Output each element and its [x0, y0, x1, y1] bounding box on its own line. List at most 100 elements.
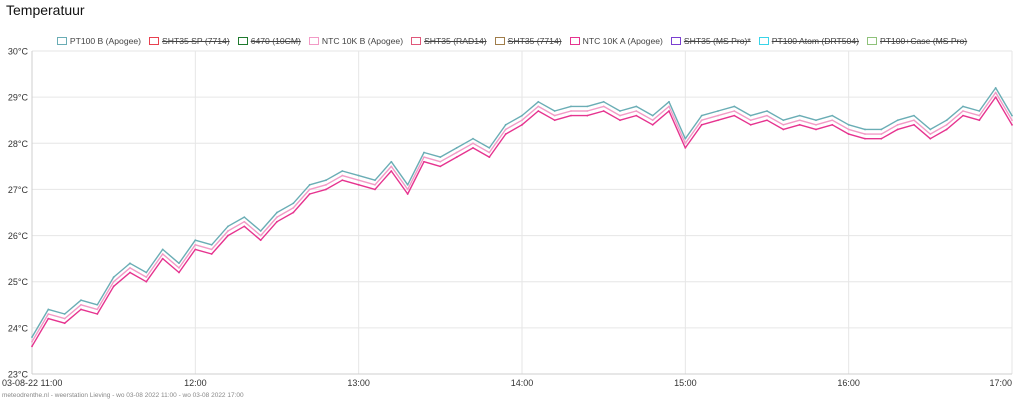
data-point-pt100-b-apogee [684, 137, 687, 140]
data-point-pt100-b-apogee [635, 105, 638, 108]
data-point-ntc-10k-a-apogee [227, 234, 229, 237]
legend-swatch [670, 37, 681, 45]
legend-item[interactable]: PT100 Atom (DRT504) [758, 36, 859, 46]
data-point-ntc-10k-b-apogee [243, 220, 246, 223]
data-point-ntc-10k-a-apogee [651, 123, 654, 126]
legend-item[interactable]: SHT35 (RAD14) [411, 36, 487, 46]
data-point-ntc-10k-b-apogee [553, 114, 556, 117]
data-point-pt100-b-apogee [733, 105, 736, 108]
data-point-pt100-b-apogee [717, 110, 719, 112]
legend-item[interactable]: NTC 10K A (Apogee) [569, 36, 663, 46]
legend-item[interactable]: SHT35 SP (7714) [149, 36, 230, 46]
data-point-pt100-b-apogee [831, 114, 834, 117]
legend-item[interactable]: SHT35 (MS Pro)* [670, 36, 751, 46]
data-point-ntc-10k-b-apogee [521, 119, 523, 122]
data-point-pt100-b-apogee [651, 114, 654, 117]
legend-swatch [237, 37, 248, 45]
legend-item[interactable]: PT100 B (Apogee) [56, 36, 141, 46]
legend-item[interactable]: SHT35 (7714) [494, 36, 562, 46]
legend-swatch [569, 37, 580, 45]
data-point-pt100-b-apogee [488, 147, 491, 149]
legend-label: NTC 10K A (Apogee) [582, 36, 663, 46]
data-point-ntc-10k-a-apogee [635, 114, 638, 117]
data-point-ntc-10k-a-apogee [194, 248, 197, 251]
x-tick-label: 13:00 [347, 378, 370, 388]
data-point-pt100-b-apogee [504, 123, 507, 126]
data-point-pt100-b-apogee [178, 262, 180, 265]
data-point-ntc-10k-b-apogee [994, 91, 997, 94]
data-point-ntc-10k-b-apogee [700, 119, 703, 122]
legend-item[interactable]: 6470 (10CM) [237, 36, 301, 46]
data-point-ntc-10k-b-apogee [472, 142, 474, 145]
data-point-pt100-b-apogee [978, 110, 981, 112]
x-tick-label: 15:00 [674, 378, 697, 388]
data-point-pt100-b-apogee [357, 174, 360, 177]
x-tick-label: 14:00 [511, 378, 534, 388]
data-point-ntc-10k-b-apogee [684, 142, 687, 145]
data-point-ntc-10k-b-apogee [962, 110, 964, 112]
data-point-ntc-10k-a-apogee [913, 123, 915, 126]
data-point-ntc-10k-b-apogee [357, 179, 360, 182]
data-point-ntc-10k-a-apogee [31, 345, 33, 348]
y-tick-label: 28°C [8, 139, 29, 149]
data-point-ntc-10k-a-apogee [390, 170, 393, 172]
data-point-ntc-10k-a-apogee [439, 165, 442, 168]
data-point-pt100-b-apogee [292, 202, 295, 205]
legend-swatch [866, 37, 877, 45]
data-point-ntc-10k-a-apogee [145, 280, 148, 283]
data-point-pt100-b-apogee [308, 183, 311, 186]
data-point-ntc-10k-a-apogee [733, 114, 736, 117]
legend-item[interactable]: PT100+Case (MS Pro) [866, 36, 967, 46]
data-point-ntc-10k-a-apogee [243, 225, 246, 228]
data-point-ntc-10k-b-apogee [880, 133, 883, 135]
data-point-ntc-10k-b-apogee [586, 110, 589, 112]
data-point-pt100-b-apogee [913, 114, 915, 117]
data-point-ntc-10k-a-apogee [374, 188, 376, 191]
data-point-ntc-10k-b-apogee [602, 105, 605, 108]
data-point-ntc-10k-a-apogee [325, 188, 327, 191]
data-point-ntc-10k-a-apogee [994, 96, 997, 99]
data-point-pt100-b-apogee [929, 128, 932, 131]
data-point-pt100-b-apogee [161, 248, 164, 251]
data-point-pt100-b-apogee [994, 87, 997, 89]
data-point-pt100-b-apogee [325, 179, 327, 182]
data-point-pt100-b-apogee [259, 230, 262, 232]
data-point-pt100-b-apogee [945, 119, 948, 122]
data-point-ntc-10k-a-apogee [766, 119, 768, 122]
data-point-ntc-10k-b-apogee [766, 114, 768, 117]
legend-label: SHT35 SP (7714) [162, 36, 230, 46]
data-point-pt100-b-apogee [766, 110, 768, 112]
data-point-ntc-10k-b-apogee [178, 266, 180, 269]
data-point-ntc-10k-a-apogee [504, 133, 507, 135]
data-point-pt100-b-apogee [455, 147, 458, 149]
data-point-pt100-b-apogee [194, 239, 197, 242]
data-point-ntc-10k-a-apogee [96, 313, 99, 315]
data-point-ntc-10k-b-apogee [929, 133, 932, 135]
data-point-ntc-10k-a-apogee [602, 110, 605, 112]
data-point-pt100-b-apogee [210, 243, 213, 246]
data-point-ntc-10k-a-apogee [717, 119, 719, 122]
data-point-ntc-10k-a-apogee [945, 128, 948, 131]
data-point-ntc-10k-b-apogee [749, 119, 752, 122]
data-point-ntc-10k-b-apogee [896, 123, 899, 126]
data-point-pt100-b-apogee [570, 105, 572, 108]
data-point-ntc-10k-a-apogee [276, 220, 278, 223]
data-point-pt100-b-apogee [31, 336, 33, 338]
data-point-pt100-b-apogee [227, 225, 229, 228]
data-point-ntc-10k-a-apogee [929, 137, 932, 140]
data-point-ntc-10k-b-apogee [455, 151, 458, 154]
data-point-ntc-10k-b-apogee [798, 119, 801, 122]
data-point-ntc-10k-b-apogee [815, 123, 817, 126]
legend-item[interactable]: NTC 10K B (Apogee) [308, 36, 403, 46]
data-point-ntc-10k-b-apogee [717, 114, 719, 117]
data-point-ntc-10k-a-apogee [178, 271, 180, 274]
data-point-pt100-b-apogee [129, 262, 131, 265]
data-point-ntc-10k-b-apogee [292, 206, 295, 209]
data-point-ntc-10k-b-apogee [406, 188, 409, 191]
data-point-ntc-10k-b-apogee [129, 266, 131, 269]
data-point-ntc-10k-b-apogee [276, 216, 278, 219]
data-point-ntc-10k-b-apogee [847, 128, 850, 131]
data-point-ntc-10k-b-apogee [161, 253, 164, 255]
data-point-ntc-10k-b-apogee [913, 119, 915, 122]
data-point-ntc-10k-a-apogee [896, 128, 899, 131]
